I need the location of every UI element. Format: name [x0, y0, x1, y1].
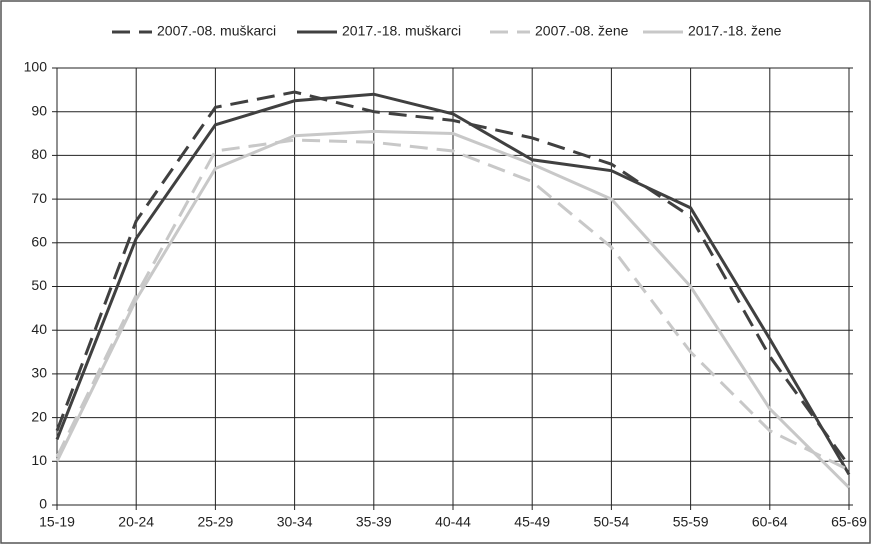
- y-tick-label: 90: [31, 102, 47, 118]
- series-line: [55, 90, 851, 467]
- series-line: [55, 129, 851, 489]
- x-tick-label: 50-54: [593, 514, 629, 530]
- y-tick-label: 80: [31, 146, 47, 162]
- x-tick-label: 30-34: [277, 514, 313, 530]
- series-line: [55, 138, 850, 472]
- y-tick-label: 40: [31, 321, 47, 337]
- y-tick-label: 50: [31, 277, 47, 293]
- x-tick-label: 35-39: [356, 514, 392, 530]
- x-tick-label: 60-64: [752, 514, 788, 530]
- y-tick-label: 30: [31, 365, 47, 381]
- legend-label: 2007.-08. žene: [535, 23, 629, 39]
- x-tick-label: 55-59: [673, 514, 709, 530]
- legend-label: 2007.-08. muškarci: [157, 23, 276, 39]
- legend-label: 2017.-18. muškarci: [342, 23, 461, 39]
- x-tick-label: 40-44: [435, 514, 471, 530]
- x-tick-label: 45-49: [514, 514, 550, 530]
- y-tick-label: 70: [31, 190, 47, 206]
- y-tick-label: 20: [31, 408, 47, 424]
- series-line: [55, 92, 851, 476]
- y-tick-label: 10: [31, 452, 47, 468]
- x-tick-label: 65-69: [831, 514, 867, 530]
- y-tick-label: 0: [39, 496, 47, 512]
- x-tick-label: 20-24: [118, 514, 154, 530]
- x-tick-label: 15-19: [39, 514, 75, 530]
- legend-label: 2017.-18. žene: [688, 23, 782, 39]
- x-tick-label: 25-29: [197, 514, 233, 530]
- y-tick-label: 60: [31, 234, 47, 250]
- y-tick-label: 100: [24, 59, 48, 75]
